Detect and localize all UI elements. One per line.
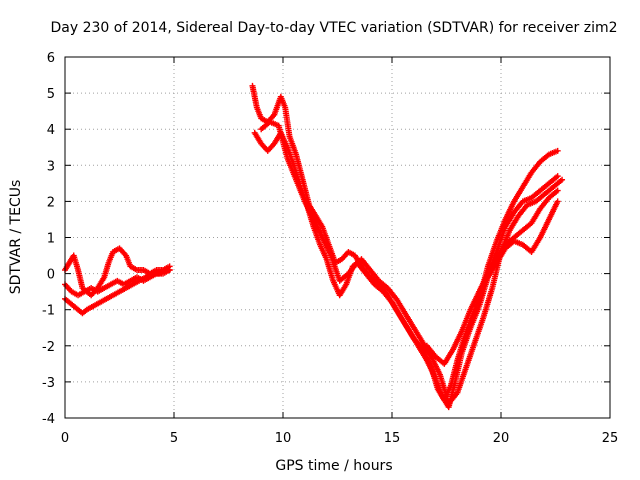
data-point-marker	[554, 187, 561, 194]
data-point-marker	[166, 266, 173, 273]
plot-frame	[64, 56, 611, 419]
data-point-marker	[554, 173, 561, 180]
y-tick-label: 1	[47, 232, 55, 247]
chart-title: Day 230 of 2014, Sidereal Day-to-day VTE…	[51, 20, 618, 36]
y-tick-label: -4	[42, 412, 55, 427]
y-tick-label: -2	[42, 340, 55, 355]
x-tick-label: 10	[275, 431, 292, 446]
data-point-marker	[554, 198, 561, 205]
y-tick-label: 3	[47, 159, 55, 174]
y-tick-label: 6	[47, 51, 55, 66]
y-tick-label: 5	[47, 87, 55, 102]
data-point-marker	[559, 176, 566, 183]
x-tick-label: 25	[602, 431, 619, 446]
series-segment-early-c	[62, 266, 173, 299]
data-point-marker	[554, 147, 561, 154]
data-points	[62, 82, 566, 411]
y-tick-label: -1	[42, 304, 55, 319]
x-axis-label: GPS time / hours	[275, 458, 392, 474]
y-tick-label: -3	[42, 376, 55, 391]
x-tick-label: 5	[170, 431, 178, 446]
y-tick-label: 2	[47, 195, 55, 210]
y-axis-label: SDTVAR / TECUs	[8, 180, 24, 295]
series-segment-main-e	[476, 198, 561, 295]
tick-labels: 0 5 10 15 20 25 -4 -3 -2 -1 0 1 2 3 4 5 6	[42, 51, 618, 446]
y-tick-label: 4	[47, 123, 55, 138]
grid-lines	[65, 57, 610, 418]
x-tick-label: 15	[384, 431, 401, 446]
x-tick-label: 20	[493, 431, 510, 446]
x-tick-label: 0	[61, 431, 69, 446]
series-segment-main-c	[258, 118, 561, 411]
y-tick-label: 0	[47, 268, 55, 283]
